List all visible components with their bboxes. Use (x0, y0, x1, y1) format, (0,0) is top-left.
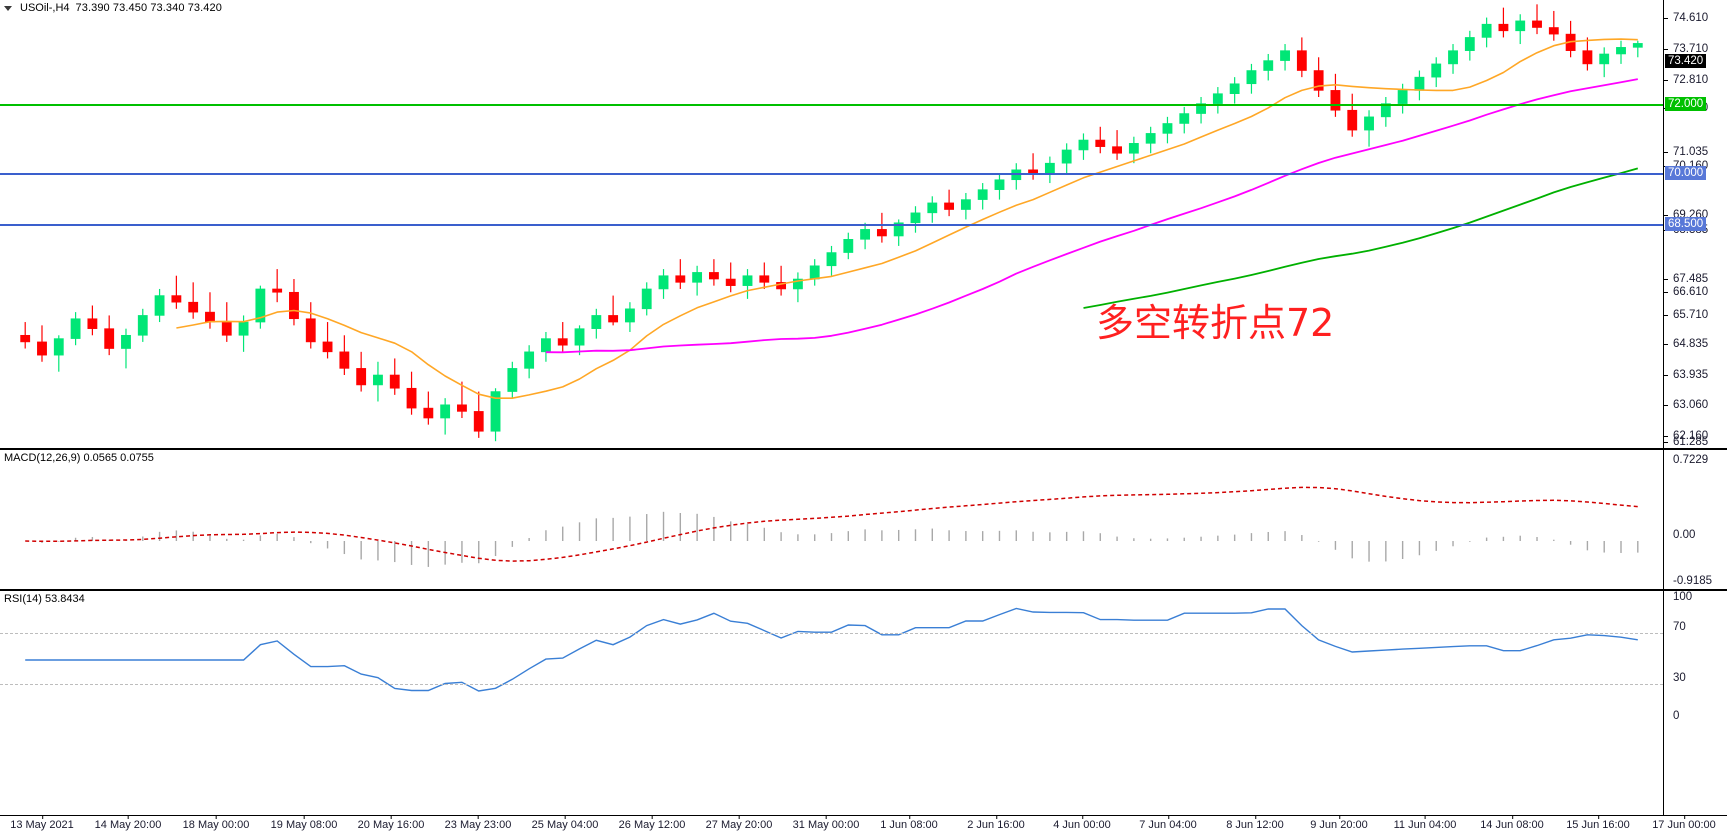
symbol-name: USOil-,H4 (20, 2, 70, 14)
time-tick-stem (1684, 815, 1685, 819)
price-ytick: 67.485 (1664, 273, 1708, 286)
time-tick: 27 May 20:00 (706, 815, 772, 831)
price-ytick: 73.710 (1664, 43, 1708, 56)
time-tick: 11 Jun 04:00 (1394, 815, 1456, 831)
time-tick-stem (1168, 815, 1169, 819)
time-tick-stem (216, 815, 217, 819)
time-tick-stem (1598, 815, 1599, 819)
time-tick-stem (1082, 815, 1083, 819)
time-tick-stem (391, 815, 392, 819)
rsi-band-70 (0, 633, 1663, 634)
rsi-pane[interactable]: RSI(14) 53.8434 100 70 30 0 (0, 590, 1727, 816)
macd-ytick: 0.00 (1673, 529, 1696, 541)
rsi-header: RSI(14) 53.8434 (4, 593, 85, 605)
level-tag-72-000: 72.000 (1665, 97, 1707, 111)
time-axis[interactable]: 13 May 2021 14 May 20:00 18 May 00:00 19 Ma… (0, 815, 1727, 835)
time-tick-stem (652, 815, 653, 819)
time-tick: 1 Jun 08:00 (880, 815, 938, 831)
level-tag-68-500: 68.500 (1665, 217, 1707, 231)
price-ytick: 61.285 (1664, 436, 1708, 449)
rsi-ytick: 0 (1673, 710, 1680, 722)
time-tick-stem (739, 815, 740, 819)
rsi-svg (25, 607, 1638, 692)
time-tick: 31 May 00:00 (793, 815, 859, 831)
time-tick-stem (826, 815, 827, 819)
symbol-header: USOil-,H4 73.390 73.450 73.340 73.420 (0, 0, 222, 16)
time-tick-stem (128, 815, 129, 819)
macd-axis[interactable]: 0.7229 0.00 -0.9185 (1663, 450, 1727, 589)
time-tick: 25 May 04:00 (532, 815, 598, 831)
time-tick: 17 Jun 00:00 (1652, 815, 1716, 831)
level-tag-70-000: 70.000 (1665, 166, 1707, 180)
price-candles-svg (20, 4, 1643, 442)
time-tick: 18 May 00:00 (183, 815, 249, 831)
price-ytick: 66.610 (1664, 286, 1708, 299)
price-plot-area[interactable] (0, 0, 1663, 448)
rsi-band-30 (0, 684, 1663, 685)
time-tick-stem (1424, 815, 1426, 819)
level-line-70[interactable] (0, 173, 1663, 175)
price-ytick: 62.160 (1664, 430, 1708, 443)
time-tick: 2 Jun 16:00 (967, 815, 1025, 831)
time-tick-stem (565, 815, 566, 819)
time-tick: 20 May 16:00 (358, 815, 424, 831)
time-tick: 14 Jun 08:00 (1480, 815, 1544, 831)
rsi-ytick: 70 (1673, 621, 1686, 633)
level-line-72[interactable] (0, 104, 1663, 106)
price-axis[interactable]: 74.61073.71072.81072.00071.03570.16069.2… (1663, 0, 1727, 448)
macd-plot-area[interactable] (0, 450, 1663, 589)
time-tick: 23 May 23:00 (445, 815, 511, 831)
current-price-tag: 73.420 (1665, 54, 1707, 68)
price-ytick: 71.035 (1664, 146, 1708, 159)
level-line-685[interactable] (0, 224, 1663, 226)
time-tick-stem (41, 815, 43, 819)
macd-ytick: 0.7229 (1673, 454, 1709, 466)
time-tick: 15 Jun 16:00 (1566, 815, 1630, 831)
price-ytick: 64.835 (1664, 338, 1708, 351)
time-tick: 19 May 08:00 (271, 815, 337, 831)
price-ytick: 72.810 (1664, 74, 1708, 87)
macd-pane[interactable]: MACD(12,26,9) 0.0565 0.0755 0.7229 0.00 -0… (0, 449, 1727, 590)
symbol-ohlc-values: 73.390 73.450 73.340 73.420 (75, 2, 222, 14)
rsi-plot-area[interactable] (0, 591, 1663, 815)
time-tick: 7 Jun 04:00 (1139, 815, 1197, 831)
rsi-ytick: 30 (1673, 672, 1686, 684)
time-tick-stem (1512, 815, 1513, 819)
time-tick: 8 Jun 12:00 (1226, 815, 1284, 831)
triangle-down-icon[interactable] (4, 5, 12, 11)
price-ytick: 63.060 (1664, 399, 1708, 412)
chart-annotation: 多空转折点72 (1096, 301, 1335, 345)
time-tick-stem (996, 815, 997, 819)
price-pane[interactable]: 多空转折点72 USOil-,H4 73.390 73.450 73.340 7… (0, 0, 1727, 449)
price-ytick: 65.710 (1664, 309, 1708, 322)
time-tick-stem (909, 815, 910, 819)
macd-ytick: -0.9185 (1673, 575, 1713, 587)
price-ytick: 74.610 (1664, 12, 1708, 25)
time-tick: 26 May 12:00 (619, 815, 685, 831)
time-tick-stem (304, 815, 305, 819)
time-tick: 4 Jun 00:00 (1053, 815, 1111, 831)
rsi-axis[interactable]: 100 70 30 0 (1663, 591, 1727, 815)
time-tick: 13 May 2021 (10, 815, 74, 831)
time-tick: 14 May 20:00 (95, 815, 161, 831)
price-ytick: 63.935 (1664, 369, 1708, 382)
macd-header: MACD(12,26,9) 0.0565 0.0755 (4, 452, 154, 464)
time-tick-stem (1339, 815, 1340, 819)
time-tick-stem (1255, 815, 1256, 819)
macd-svg (25, 486, 1639, 567)
time-tick-stem (478, 815, 479, 819)
rsi-ytick: 100 (1673, 591, 1693, 603)
time-tick: 9 Jun 20:00 (1310, 815, 1368, 831)
